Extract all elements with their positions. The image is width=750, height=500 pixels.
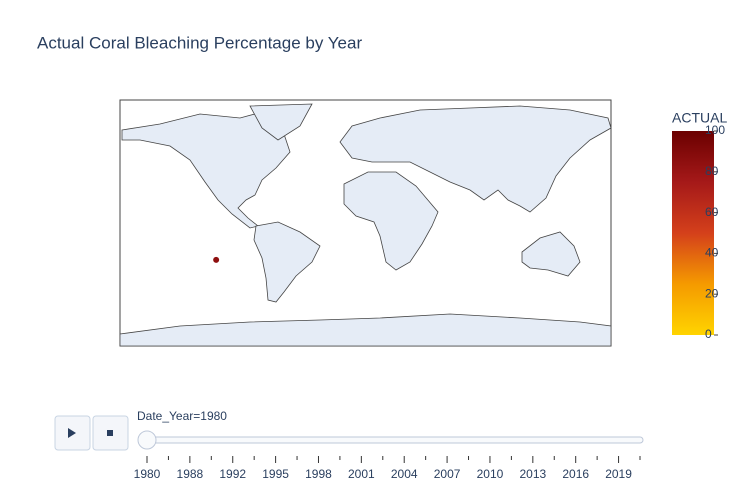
south-america: [253, 221, 321, 303]
stop-icon: [107, 430, 113, 436]
slider-step-label: 1998: [305, 467, 332, 481]
slider-step-label: 2019: [605, 467, 632, 481]
colorbar: [672, 131, 714, 335]
slider-handle[interactable]: [137, 430, 157, 450]
colorbar-tick-label: 20: [705, 286, 719, 300]
australia: [521, 231, 581, 277]
slider-current-label: Date_Year=1980: [137, 409, 227, 423]
data-point: [213, 256, 220, 263]
colorbar-tick-label: 60: [705, 205, 719, 219]
slider-step-label: 2001: [348, 467, 375, 481]
antarctica: [119, 313, 612, 347]
colorbar-tick-label: 0: [705, 327, 712, 341]
colorbar-tick-label: 40: [705, 246, 719, 260]
colorbar-title: ACTUAL: [672, 110, 727, 126]
slider-step-label: 2007: [434, 467, 461, 481]
map: [119, 99, 612, 347]
slider-buttons: [54, 415, 129, 451]
eurasia: [339, 105, 612, 213]
colorbar-tick-label: 100: [705, 123, 725, 137]
slider-step-label: 2004: [391, 467, 418, 481]
slider-step-label: 1988: [177, 467, 204, 481]
colorbar-tick-label: 80: [705, 164, 719, 178]
slider-step-label: 1980: [134, 467, 161, 481]
chart-title: Actual Coral Bleaching Percentage by Yea…: [37, 33, 362, 52]
slider-rail: [146, 436, 644, 444]
greenland: [249, 103, 313, 141]
slider-step-label: 1992: [219, 467, 246, 481]
slider-step-label: 1995: [262, 467, 289, 481]
slider-step-label: 2013: [519, 467, 546, 481]
africa: [343, 171, 439, 271]
slider-step-label: 2016: [562, 467, 589, 481]
play-icon: [68, 428, 76, 438]
slider-step-label: 2010: [477, 467, 504, 481]
